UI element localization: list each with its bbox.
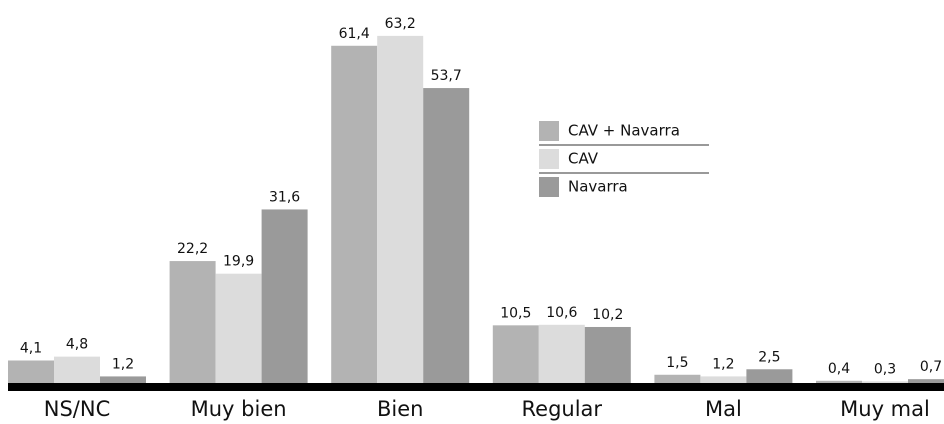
x-tick-label: Regular <box>522 397 603 421</box>
value-label: 63,2 <box>385 16 416 32</box>
bar <box>908 379 944 383</box>
bar <box>8 360 54 383</box>
legend-swatch <box>539 149 559 169</box>
value-label: 1,5 <box>666 355 688 371</box>
bar <box>584 326 631 383</box>
value-label: 10,2 <box>592 307 623 323</box>
value-label: 4,1 <box>20 340 42 356</box>
x-tick-label: Bien <box>377 397 423 421</box>
bar <box>100 376 146 383</box>
legend-label: Navarra <box>568 178 628 196</box>
bar <box>538 324 585 383</box>
bar <box>215 273 262 383</box>
bar <box>700 376 747 383</box>
value-label: 0,3 <box>874 361 896 377</box>
bar <box>331 45 378 383</box>
legend-swatch <box>539 177 559 197</box>
legend-label: CAV + Navarra <box>568 122 680 140</box>
bar <box>746 369 793 383</box>
x-tick-label: NS/NC <box>44 397 111 421</box>
value-label: 2,5 <box>758 349 780 365</box>
value-label: 1,2 <box>112 356 134 372</box>
x-tick-label: Muy bien <box>191 397 287 421</box>
value-label: 4,8 <box>66 337 88 353</box>
legend-label: CAV <box>568 150 599 168</box>
bar <box>54 356 100 383</box>
legend-swatch <box>539 121 559 141</box>
bar <box>816 380 862 383</box>
value-label: 31,6 <box>269 189 300 205</box>
value-label: 19,9 <box>223 254 254 270</box>
x-tick-label: Muy mal <box>840 397 930 421</box>
value-label: 61,4 <box>339 26 370 42</box>
value-label: 10,5 <box>500 305 531 321</box>
value-label: 1,2 <box>712 356 734 372</box>
baseline <box>8 383 944 391</box>
value-label: 0,7 <box>920 359 942 375</box>
bar <box>423 88 470 383</box>
value-label: 53,7 <box>431 68 462 84</box>
bar <box>862 381 908 383</box>
value-label: 10,6 <box>546 305 577 321</box>
bar <box>654 374 701 383</box>
value-label: 0,4 <box>828 361 850 377</box>
bar <box>169 261 216 383</box>
bar <box>261 209 308 383</box>
x-tick-label: Mal <box>705 397 742 421</box>
bar <box>377 35 424 383</box>
value-label: 22,2 <box>177 241 208 257</box>
bar <box>492 325 539 383</box>
